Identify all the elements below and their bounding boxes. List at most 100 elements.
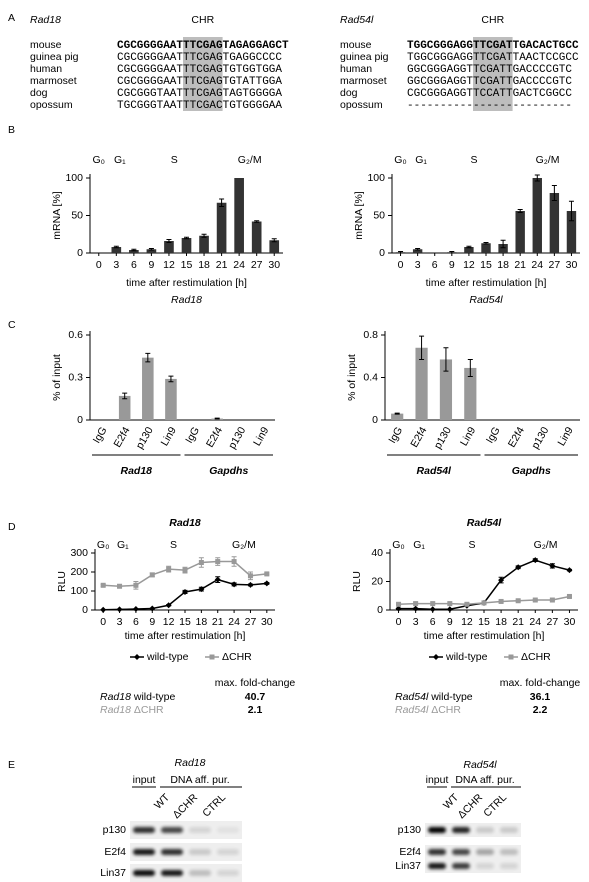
cell-cycle-phase: G₂/M — [238, 154, 262, 166]
sequence: CGCGGGGAATTTCGAGTGTGGTGGA — [117, 64, 282, 76]
marker — [215, 559, 221, 565]
error-bar — [466, 245, 472, 249]
x-tick-label: 12 — [461, 616, 473, 628]
x-tick-label: 21 — [512, 616, 524, 628]
band — [428, 863, 446, 869]
x-tick-label: 18 — [495, 616, 507, 628]
y-axis-label: RLU — [351, 571, 363, 592]
x-tick-label: IgG — [183, 425, 202, 446]
x-tick-label: 6 — [430, 616, 436, 628]
y-axis-label: mRNA [%] — [51, 191, 63, 240]
marker — [132, 606, 139, 613]
y-tick-label: 100 — [367, 172, 385, 184]
bar — [391, 413, 404, 420]
cell-cycle-phase: S — [469, 539, 476, 551]
blot-group: DNA aff. pur. — [455, 774, 514, 786]
band — [217, 849, 239, 855]
chart-title: Rad18 — [171, 294, 202, 306]
protein-label: p130 — [398, 824, 422, 836]
protein-label: p130 — [103, 824, 127, 836]
x-tick-label: 27 — [245, 616, 257, 628]
marker — [498, 598, 504, 604]
x-tick-label: 15 — [480, 259, 492, 271]
x-tick-label: 3 — [113, 259, 119, 271]
marker — [214, 576, 221, 583]
table-row-label: Rad18 ΔCHR — [100, 704, 164, 716]
species: human — [340, 63, 372, 75]
error-bar — [443, 347, 449, 372]
x-tick-label: IgG — [91, 425, 110, 446]
marker — [413, 601, 419, 607]
table-header: max. fold-change — [500, 677, 581, 689]
band — [217, 870, 239, 876]
marker — [116, 606, 123, 613]
blot-gene: Rad54l — [463, 759, 497, 771]
motif-highlight — [473, 37, 513, 111]
band — [189, 849, 211, 855]
band — [133, 827, 155, 833]
fold-change-value: 2.1 — [248, 704, 263, 716]
cell-cycle-phase: G₂/M — [534, 539, 558, 551]
x-tick-label: 30 — [268, 259, 280, 271]
series-line — [103, 560, 267, 588]
y-axis-label: RLU — [56, 571, 68, 592]
marker — [149, 605, 156, 612]
marker — [396, 601, 402, 607]
x-tick-label: 24 — [233, 259, 245, 271]
band — [500, 849, 518, 855]
cell-cycle-phase: G₂/M — [232, 539, 256, 551]
species: guinea pig — [340, 51, 389, 63]
x-tick-label: 15 — [179, 616, 191, 628]
error-bar — [122, 392, 128, 400]
bar — [549, 193, 560, 253]
bar — [412, 249, 423, 253]
x-tick-label: 6 — [133, 616, 139, 628]
y-tick-label: 0 — [82, 604, 88, 616]
panel-label: C — [8, 319, 16, 331]
band — [161, 827, 183, 833]
error-bar — [500, 239, 506, 249]
band — [133, 870, 155, 876]
y-tick-label: 20 — [371, 575, 383, 587]
table-header: max. fold-change — [215, 677, 296, 689]
panel-label: A — [8, 12, 15, 24]
species: mouse — [30, 39, 62, 51]
bar — [481, 243, 491, 253]
chart-title: Rad18 — [169, 517, 201, 529]
gene-name: Rad18 — [100, 704, 131, 716]
sequence: CGCGGGGAATTTCGAGTGTATTGGA — [117, 76, 282, 88]
error-bar — [415, 248, 421, 251]
y-tick-label: 0 — [77, 414, 83, 426]
bar — [111, 247, 122, 253]
x-tick-label: 24 — [531, 259, 543, 271]
protein-label: Lin37 — [395, 860, 421, 872]
y-tick-label: 40 — [371, 547, 383, 559]
y-tick-label: 200 — [70, 566, 88, 578]
x-tick-label: 18 — [497, 259, 509, 271]
species: dog — [340, 87, 358, 99]
blot-background — [130, 843, 242, 861]
y-tick-label: 0 — [377, 604, 383, 616]
fold-change-value: 36.1 — [530, 691, 551, 703]
marker — [231, 559, 237, 565]
x-tick-label: Lin9 — [159, 425, 179, 448]
sequence: GGCGGGAGGTTCGATTGACCCCGTC — [407, 64, 572, 76]
x-axis-label: time after restimulation [h] — [426, 277, 547, 289]
sequence: CGCGGGGAATTTCGAGTGAGGCCCC — [117, 52, 282, 64]
x-tick-label: 9 — [149, 616, 155, 628]
bar — [118, 395, 131, 420]
band — [452, 863, 470, 869]
legend-marker — [508, 654, 514, 660]
band — [133, 849, 155, 855]
gene-name: Rad54l — [395, 704, 429, 716]
x-tick-label: 0 — [100, 616, 106, 628]
construct: ΔCHR — [134, 704, 164, 716]
bar — [146, 249, 157, 253]
bar — [269, 240, 280, 253]
x-tick-label: 3 — [413, 616, 419, 628]
lane-label: CTRL — [200, 791, 228, 819]
x-tick-label: 21 — [514, 259, 526, 271]
x-tick-label: p130 — [529, 425, 551, 451]
table-row-label: Rad18 wild-type — [100, 691, 175, 703]
sequence: TGGCGGGAGGTTCGATTGACACTGCC — [407, 40, 579, 52]
